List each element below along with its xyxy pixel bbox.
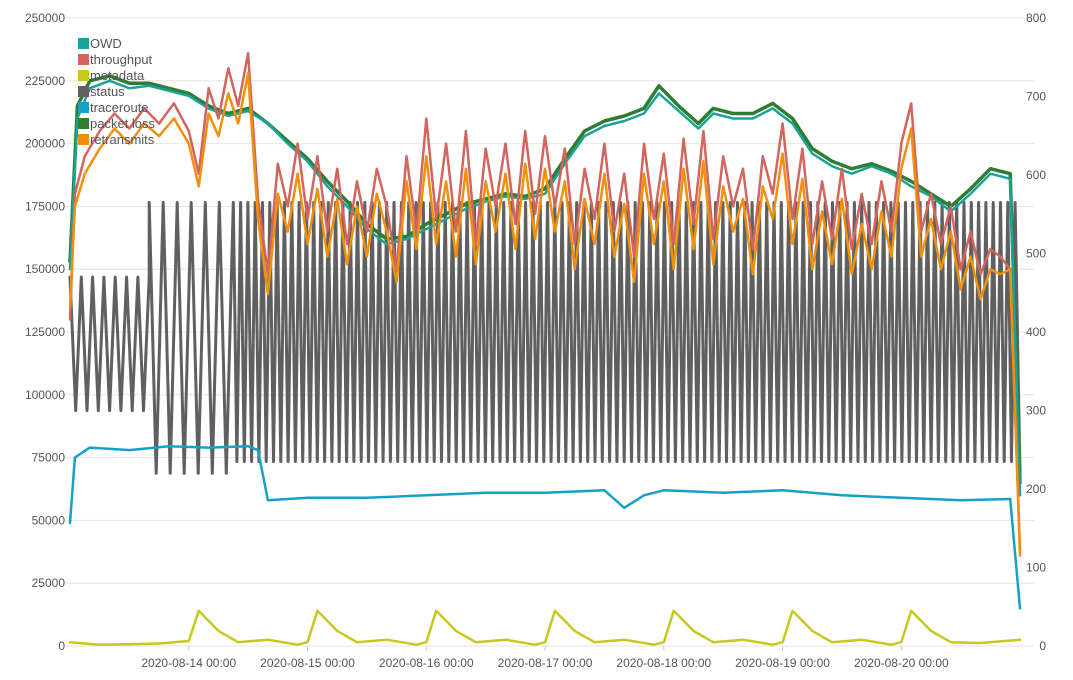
y-axis-right: 0 100 200 300 400 500 600 700 800: [1026, 11, 1046, 653]
y-left-tick-label: 100000: [25, 388, 65, 402]
y-right-tick-label: 800: [1026, 11, 1046, 25]
series: [68, 51, 1022, 646]
y-left-tick-label: 150000: [25, 262, 65, 276]
series-retransmits-line: [68, 72, 1022, 557]
series-throughput-line: [68, 51, 1022, 552]
legend-swatch-metadata: [78, 70, 89, 81]
legend-label: retransmits: [90, 132, 155, 147]
x-axis: 2020-08-14 00:00 2020-08-15 00:00 2020-08-…: [141, 646, 949, 670]
x-tick-label: 2020-08-19 00:00: [735, 656, 830, 670]
legend-swatch-retransmits: [78, 134, 89, 145]
y-left-tick-label: 50000: [32, 513, 66, 527]
legend-label: status: [90, 84, 125, 99]
legend-swatch-throughput: [78, 54, 89, 65]
y-left-tick-label: 75000: [32, 451, 66, 465]
y-right-tick-label: 0: [1039, 639, 1046, 653]
x-tick-label: 2020-08-14 00:00: [141, 656, 236, 670]
legend-swatch-traceroute: [78, 102, 89, 113]
legend-label: traceroute: [90, 100, 149, 115]
x-tick-label: 2020-08-17 00:00: [498, 656, 593, 670]
legend-label: metadata: [90, 68, 145, 83]
legend: OWDthroughputmetadatastatustraceroutepac…: [78, 36, 156, 147]
legend-label: packet loss: [90, 116, 156, 131]
x-tick-label: 2020-08-15 00:00: [260, 656, 355, 670]
y-left-tick-label: 0: [58, 639, 65, 653]
x-tick-label: 2020-08-20 00:00: [854, 656, 949, 670]
legend-swatch-owd: [78, 38, 89, 49]
y-right-tick-label: 700: [1026, 90, 1046, 104]
series-status-line: [68, 201, 1022, 475]
y-left-tick-label: 250000: [25, 11, 65, 25]
y-left-tick-label: 125000: [25, 325, 65, 339]
y-left-tick-label: 25000: [32, 576, 66, 590]
y-left-tick-label: 225000: [25, 74, 65, 88]
y-left-tick-label: 175000: [25, 199, 65, 213]
y-right-tick-label: 500: [1026, 247, 1046, 261]
y-right-tick-label: 300: [1026, 404, 1046, 418]
legend-label: throughput: [90, 52, 153, 67]
legend-label: OWD: [90, 36, 122, 51]
y-left-tick-label: 200000: [25, 137, 65, 151]
x-tick-label: 2020-08-16 00:00: [379, 656, 474, 670]
y-right-tick-label: 400: [1026, 325, 1046, 339]
series-traceroute-line: [68, 445, 1022, 610]
legend-swatch-status: [78, 86, 89, 97]
y-right-tick-label: 100: [1026, 561, 1046, 575]
y-right-tick-label: 200: [1026, 482, 1046, 496]
series-metadata-line: [68, 609, 1022, 646]
legend-swatch-packet-loss: [78, 118, 89, 129]
y-axis-left: 0 25000 50000 75000 100000 125000 150000 175000…: [25, 11, 65, 653]
y-right-tick-label: 600: [1026, 168, 1046, 182]
x-tick-label: 2020-08-18 00:00: [616, 656, 711, 670]
